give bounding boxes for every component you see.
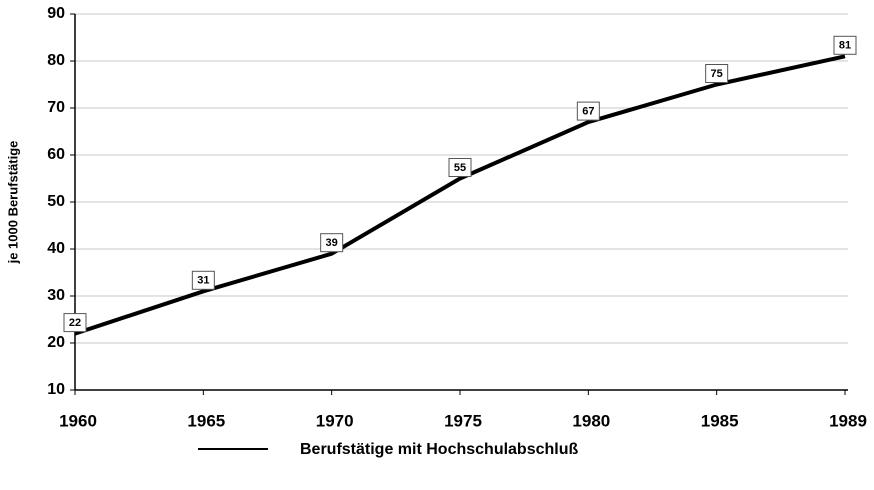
- data-label-box: [576, 101, 600, 121]
- data-label-box: [833, 35, 857, 55]
- y-tick-label: 30: [47, 287, 65, 304]
- data-label-box: [320, 233, 344, 253]
- data-label: 75: [711, 68, 723, 80]
- data-label-box: [448, 158, 472, 177]
- x-tick-label: 1989: [829, 411, 867, 430]
- y-tick-label: 80: [47, 52, 65, 69]
- y-tick-label: 60: [47, 146, 65, 163]
- data-label: 55: [454, 162, 466, 174]
- y-tick-label: 90: [47, 5, 65, 22]
- y-axis-label: je 1000 Berufstätige: [5, 141, 20, 265]
- data-label: 67: [582, 106, 594, 118]
- x-tick-label: 1960: [59, 411, 97, 430]
- legend-label: Berufstätige mit Hochschulabschluß: [300, 441, 578, 458]
- y-tick-label: 50: [47, 193, 65, 210]
- data-label-box: [63, 313, 87, 333]
- y-tick-label: 70: [47, 99, 65, 116]
- x-tick-label: 1980: [572, 411, 610, 430]
- x-tick-label: 1965: [187, 411, 225, 430]
- data-line: [74, 54, 846, 336]
- data-label: 81: [839, 40, 851, 52]
- y-tick-label: 40: [47, 240, 65, 257]
- data-label-box: [705, 64, 729, 83]
- data-label: 31: [197, 275, 209, 287]
- x-tick-label: 1985: [701, 411, 739, 430]
- data-label: 39: [326, 237, 338, 249]
- data-label: 22: [69, 317, 81, 329]
- y-tick-label: 20: [47, 334, 65, 351]
- x-tick-label: 1970: [316, 411, 354, 430]
- data-label-box: [191, 270, 215, 290]
- x-tick-label: 1975: [444, 411, 482, 430]
- y-tick-label: 10: [47, 381, 65, 398]
